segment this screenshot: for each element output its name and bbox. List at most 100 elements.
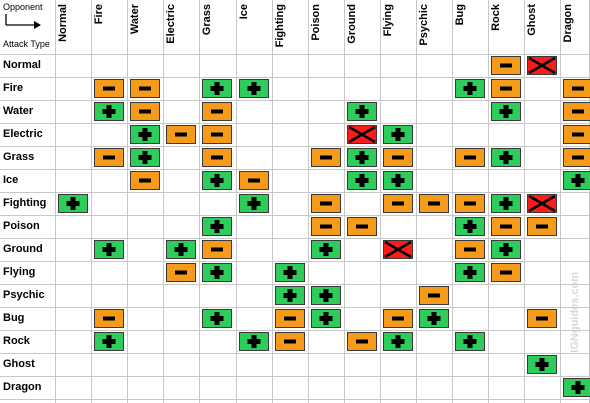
matchup-cell-plus xyxy=(455,332,485,351)
column-header-rock: Rock xyxy=(488,0,524,54)
column-header-fire: Fire xyxy=(91,0,127,54)
minus-icon xyxy=(356,339,368,344)
grid-vline xyxy=(236,0,237,403)
grid-vline xyxy=(55,0,56,403)
plus-icon xyxy=(391,128,405,141)
column-header-label: Ground xyxy=(346,4,358,44)
minus-icon xyxy=(392,201,404,206)
grid-hline xyxy=(0,123,589,124)
grid-vline xyxy=(524,0,525,403)
matchup-cell-minus xyxy=(275,332,305,351)
column-header-label: Grass xyxy=(201,4,213,36)
arrow-right-icon xyxy=(5,14,41,29)
cross-icon xyxy=(528,57,556,74)
attack-type-label: Attack Type xyxy=(3,39,50,49)
column-header-label: Ice xyxy=(238,4,250,20)
matchup-cell-minus xyxy=(202,240,232,259)
matchup-cell-plus xyxy=(130,125,160,144)
grid-hline xyxy=(0,146,589,147)
plus-icon xyxy=(319,289,333,302)
row-header-poison: Poison xyxy=(3,220,40,232)
matchup-cell-minus xyxy=(383,194,413,213)
column-header-label: Bug xyxy=(454,4,466,26)
matchup-cell-minus xyxy=(383,148,413,167)
minus-icon xyxy=(320,155,332,160)
cross-icon xyxy=(348,126,376,143)
row-header-water: Water xyxy=(3,105,34,117)
minus-icon xyxy=(464,247,476,252)
matchup-cell-minus xyxy=(166,125,196,144)
matchup-cell-plus xyxy=(347,102,377,121)
minus-icon xyxy=(139,86,151,91)
matchup-cell-plus xyxy=(491,148,521,167)
matchup-cell-plus xyxy=(455,263,485,282)
row-header-ground: Ground xyxy=(3,243,43,255)
grid-hline xyxy=(0,77,589,78)
row-header-rock: Rock xyxy=(3,335,30,347)
matchup-cell-plus xyxy=(202,171,232,190)
plus-icon xyxy=(463,82,477,95)
minus-icon xyxy=(428,201,440,206)
minus-icon xyxy=(572,132,584,137)
matchup-cell-minus xyxy=(455,148,485,167)
matchup-cell-minus xyxy=(347,332,377,351)
minus-icon xyxy=(211,247,223,252)
column-header-ice: Ice xyxy=(236,0,272,54)
minus-icon xyxy=(211,132,223,137)
matchup-cell-minus xyxy=(130,102,160,121)
row-header-fighting: Fighting xyxy=(3,197,47,209)
minus-icon xyxy=(464,155,476,160)
minus-icon xyxy=(464,201,476,206)
column-header-label: Poison xyxy=(310,4,322,41)
matchup-cell-plus xyxy=(347,148,377,167)
matchup-cell-plus xyxy=(202,79,232,98)
minus-icon xyxy=(103,316,115,321)
minus-icon xyxy=(175,270,187,275)
matchup-cell-plus xyxy=(275,263,305,282)
matchup-cell-plus xyxy=(491,194,521,213)
matchup-cell-none xyxy=(383,240,413,259)
matchup-cell-minus xyxy=(311,217,341,236)
minus-icon xyxy=(175,132,187,137)
matchup-cell-plus xyxy=(239,332,269,351)
matchup-cell-minus xyxy=(94,148,124,167)
row-header-dragon: Dragon xyxy=(3,381,42,393)
matchup-cell-minus xyxy=(455,240,485,259)
plus-icon xyxy=(499,151,513,164)
column-header-ground: Ground xyxy=(344,0,380,54)
matchup-cell-plus xyxy=(202,217,232,236)
plus-icon xyxy=(247,197,261,210)
matchup-cell-plus xyxy=(455,217,485,236)
minus-icon xyxy=(428,293,440,298)
column-header-label: Dragon xyxy=(562,4,574,43)
minus-icon xyxy=(572,155,584,160)
matchup-cell-minus xyxy=(94,309,124,328)
grid-vline xyxy=(127,0,128,403)
plus-icon xyxy=(210,174,224,187)
matchup-cell-plus xyxy=(383,332,413,351)
matchup-cell-plus xyxy=(563,378,590,397)
row-header-psychic: Psychic xyxy=(3,289,45,301)
grid-hline xyxy=(0,284,589,285)
column-header-dragon: Dragon xyxy=(560,0,590,54)
minus-icon xyxy=(392,155,404,160)
matchup-cell-plus xyxy=(311,286,341,305)
matchup-cell-plus xyxy=(383,171,413,190)
matchup-cell-minus xyxy=(563,102,590,121)
matchup-cell-minus xyxy=(563,79,590,98)
column-header-label: Normal xyxy=(57,4,69,42)
matchup-cell-minus xyxy=(130,79,160,98)
matchup-cell-plus xyxy=(347,171,377,190)
matchup-cell-minus xyxy=(94,79,124,98)
matchup-cell-plus xyxy=(455,79,485,98)
matchup-cell-plus xyxy=(202,309,232,328)
minus-icon xyxy=(248,178,260,183)
plus-icon xyxy=(319,312,333,325)
minus-icon xyxy=(103,155,115,160)
minus-icon xyxy=(139,178,151,183)
matchup-cell-minus xyxy=(563,125,590,144)
matchup-cell-minus xyxy=(527,309,557,328)
plus-icon xyxy=(102,105,116,118)
plus-icon xyxy=(571,381,585,394)
